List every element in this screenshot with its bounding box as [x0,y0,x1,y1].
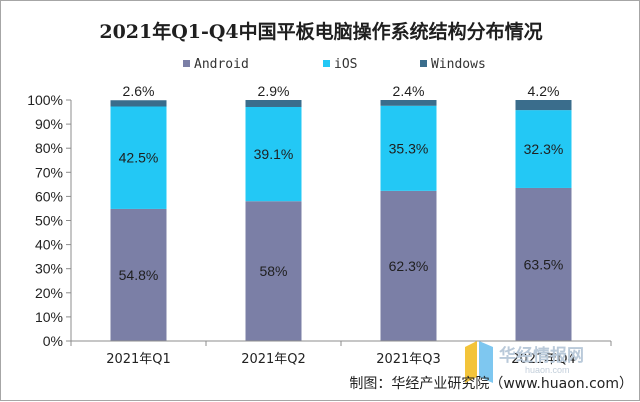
data-label-android-q2: 58% [259,263,287,279]
x-tick-label: 2021年Q4 [511,352,576,367]
bar-ios-q1 [110,106,167,209]
watermark-logo: 华经情报网 huaon.com [465,341,584,383]
legend-swatch-windows [420,60,427,67]
bar-windows-q4 [515,100,572,111]
data-label-android-q4: 63.5% [524,256,564,272]
legend-label-ios: iOS [334,57,357,72]
bar-group [110,100,572,341]
x-tick-label: 2021年Q1 [106,352,171,367]
data-label-ios-q2: 39.1% [254,146,294,162]
bar-ios-q2 [245,106,302,202]
logo-mark-left [465,341,477,383]
y-tick-label: 90% [35,116,63,132]
y-axis: 0% 10% 20% 30% 40% 50% 60% 70% 80% 90% 100% [27,92,72,349]
bar-ios-q4 [515,110,572,188]
y-tick-label: 0% [43,333,63,349]
watermark-logo-subtext: huaon.com [525,365,570,375]
bar-windows-q3 [380,100,437,106]
legend-label-windows: Windows [431,57,486,72]
watermark-logo-text: 华经情报网 [499,345,584,366]
data-label-ios-q4: 32.3% [524,141,564,157]
bar-android-q2 [245,201,302,341]
bar-android-q1 [110,208,167,341]
y-tick-label: 80% [35,140,63,156]
legend: Android iOS Windows [183,57,486,72]
data-label-windows-q3: 2.4% [393,83,425,99]
data-label-windows-q2: 2.9% [258,83,290,99]
data-label-ios-q3: 35.3% [389,140,429,156]
y-tick-label: 20% [35,285,63,301]
x-axis: 2021年Q1 2021年Q2 2021年Q3 2021年Q4 [70,340,612,367]
y-tick-label: 50% [35,213,63,229]
source-note: 制图：华经产业研究院（www.huaon.com） [349,376,633,392]
data-label-windows-q1: 2.6% [123,83,155,99]
x-tick-label: 2021年Q2 [241,352,306,367]
logo-mark-right [479,341,493,383]
bar-windows-q1 [110,100,167,107]
x-tick-label: 2021年Q3 [376,352,441,367]
chart-title: 2021年Q1-Q4中国平板电脑操作系统结构分布情况 [99,20,542,43]
data-label-android-q3: 62.3% [389,258,429,274]
y-tick-label: 100% [27,92,63,108]
bar-android-q4 [515,187,572,341]
data-label-ios-q1: 42.5% [119,150,159,166]
y-tick-label: 70% [35,164,63,180]
y-tick-label: 30% [35,261,63,277]
data-labels: 54.8% 42.5% 2.6% 58% 39.1% 2.9% 62.3% 35.3% 2.4%… [119,83,564,283]
data-label-android-q1: 54.8% [119,267,159,283]
bar-android-q3 [380,190,437,341]
legend-label-android: Android [194,57,249,72]
bar-ios-q3 [380,105,437,191]
y-tick-label: 60% [35,188,63,204]
legend-swatch-ios [323,60,330,67]
data-label-windows-q4: 4.2% [528,83,560,99]
y-tick-label: 10% [35,309,63,325]
bar-windows-q2 [245,100,302,107]
legend-swatch-android [183,60,190,67]
y-tick-label: 40% [35,237,63,253]
